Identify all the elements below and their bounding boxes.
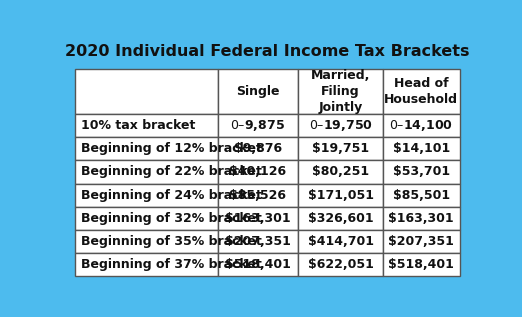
Bar — [75, 68, 218, 114]
Bar — [383, 137, 460, 160]
Text: $19,751: $19,751 — [312, 142, 369, 155]
Text: Beginning of 24% bracket: Beginning of 24% bracket — [81, 189, 262, 202]
Text: Single: Single — [236, 85, 280, 98]
Text: $326,601: $326,601 — [308, 212, 373, 225]
Bar — [75, 230, 218, 253]
Bar — [218, 253, 298, 276]
Bar — [383, 207, 460, 230]
Text: 2020 Individual Federal Income Tax Brackets: 2020 Individual Federal Income Tax Brack… — [65, 44, 470, 59]
Text: Married,
Filing
Jointly: Married, Filing Jointly — [311, 69, 370, 114]
Bar — [218, 230, 298, 253]
Text: Beginning of 32% bracket: Beginning of 32% bracket — [81, 212, 262, 225]
Text: $207,351: $207,351 — [225, 235, 291, 248]
Bar — [75, 207, 218, 230]
Text: $0 – $14,100: $0 – $14,100 — [389, 118, 453, 133]
Bar — [383, 114, 460, 137]
Bar — [218, 160, 298, 184]
Bar — [218, 114, 298, 137]
Bar — [298, 253, 383, 276]
Bar — [218, 137, 298, 160]
Bar — [383, 68, 460, 114]
Bar — [383, 184, 460, 207]
Text: Beginning of 12% bracket: Beginning of 12% bracket — [81, 142, 262, 155]
Text: Beginning of 37% bracket: Beginning of 37% bracket — [81, 258, 262, 271]
Bar — [298, 137, 383, 160]
Bar — [383, 253, 460, 276]
Text: Beginning of 22% bracket: Beginning of 22% bracket — [81, 165, 262, 178]
Text: $0 – $9,875: $0 – $9,875 — [230, 118, 286, 133]
Text: $40,126: $40,126 — [229, 165, 287, 178]
Text: $53,701: $53,701 — [393, 165, 450, 178]
Text: 10% tax bracket: 10% tax bracket — [81, 119, 195, 132]
Text: Beginning of 35% bracket: Beginning of 35% bracket — [81, 235, 262, 248]
Text: $163,301: $163,301 — [225, 212, 291, 225]
Text: $85,526: $85,526 — [229, 189, 287, 202]
Text: $518,401: $518,401 — [225, 258, 291, 271]
Bar — [298, 184, 383, 207]
Text: $14,101: $14,101 — [393, 142, 450, 155]
Bar — [383, 160, 460, 184]
Bar — [75, 253, 218, 276]
Text: $163,301: $163,301 — [388, 212, 454, 225]
Bar — [298, 68, 383, 114]
Text: $9,876: $9,876 — [234, 142, 282, 155]
Bar — [218, 68, 298, 114]
Bar — [298, 114, 383, 137]
Text: $80,251: $80,251 — [312, 165, 369, 178]
Text: $171,051: $171,051 — [307, 189, 374, 202]
Bar — [218, 184, 298, 207]
Text: $0 – $19,750: $0 – $19,750 — [309, 118, 373, 133]
Bar — [75, 184, 218, 207]
Text: $414,701: $414,701 — [307, 235, 374, 248]
Bar — [75, 160, 218, 184]
Text: $518,401: $518,401 — [388, 258, 454, 271]
Text: $622,051: $622,051 — [307, 258, 373, 271]
Bar — [75, 114, 218, 137]
Bar — [383, 230, 460, 253]
Bar — [298, 230, 383, 253]
Text: Head of
Household: Head of Household — [384, 77, 458, 106]
Bar — [75, 137, 218, 160]
Bar — [298, 160, 383, 184]
Bar — [298, 207, 383, 230]
Text: $207,351: $207,351 — [388, 235, 454, 248]
Bar — [218, 207, 298, 230]
Text: $85,501: $85,501 — [393, 189, 450, 202]
